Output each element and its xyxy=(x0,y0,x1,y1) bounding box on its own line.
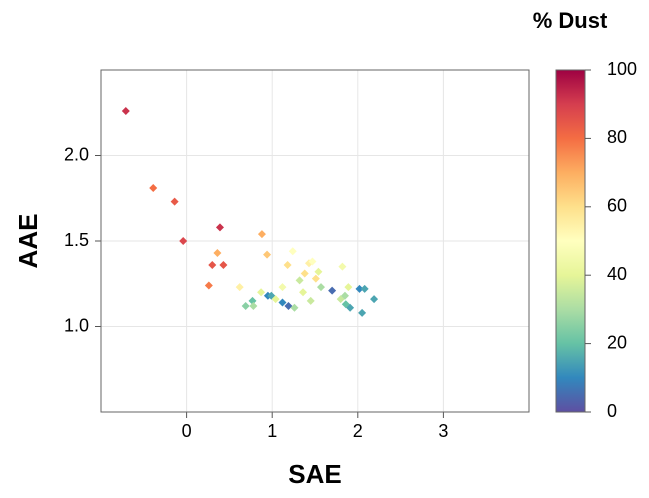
point xyxy=(235,283,244,292)
colorbar-tick-label: 0 xyxy=(607,401,617,421)
y-tick-label: 2.0 xyxy=(64,144,89,164)
point xyxy=(316,283,325,292)
point xyxy=(278,283,287,292)
point xyxy=(271,295,280,304)
point xyxy=(257,230,266,239)
point xyxy=(306,296,315,305)
point xyxy=(360,284,369,293)
point xyxy=(283,260,292,269)
point xyxy=(170,197,179,206)
point xyxy=(219,260,228,269)
point xyxy=(338,262,347,271)
x-axis-label: SAE xyxy=(288,459,341,489)
point xyxy=(346,303,355,312)
point xyxy=(308,257,317,266)
point xyxy=(340,291,349,300)
point xyxy=(288,247,297,256)
point xyxy=(328,286,337,295)
colorbar-tick-label: 20 xyxy=(607,332,627,352)
point xyxy=(355,284,364,293)
y-tick-label: 1.0 xyxy=(64,315,89,335)
point xyxy=(248,296,257,305)
point xyxy=(370,295,379,304)
x-tick-label: 0 xyxy=(182,421,192,441)
y-axis-label: AAE xyxy=(13,214,43,269)
point xyxy=(295,276,304,285)
point xyxy=(278,298,287,307)
x-tick-label: 1 xyxy=(267,421,277,441)
colorbar-tick-label: 60 xyxy=(607,196,627,216)
point xyxy=(121,107,130,116)
point xyxy=(215,223,224,232)
point xyxy=(249,301,258,310)
point xyxy=(284,301,293,310)
point xyxy=(204,281,213,290)
colorbar-title: % Dust xyxy=(533,8,608,33)
point xyxy=(149,183,158,192)
point xyxy=(311,274,320,283)
point xyxy=(241,301,250,310)
point xyxy=(358,308,367,317)
colorbar-tick-label: 40 xyxy=(607,264,627,284)
point xyxy=(344,283,353,292)
point xyxy=(290,303,299,312)
point xyxy=(263,250,272,259)
x-tick-label: 3 xyxy=(438,421,448,441)
colorbar xyxy=(555,69,586,413)
point xyxy=(299,288,308,297)
point xyxy=(213,248,222,257)
point xyxy=(208,260,217,269)
colorbar-tick-label: 80 xyxy=(607,127,627,147)
y-tick-label: 1.5 xyxy=(64,230,89,250)
point xyxy=(300,269,309,278)
x-tick-label: 2 xyxy=(353,421,363,441)
plot-frame xyxy=(100,69,530,413)
colorbar-tick-label: 100 xyxy=(607,59,637,79)
point xyxy=(257,288,266,297)
point xyxy=(314,267,323,276)
point xyxy=(179,237,188,245)
